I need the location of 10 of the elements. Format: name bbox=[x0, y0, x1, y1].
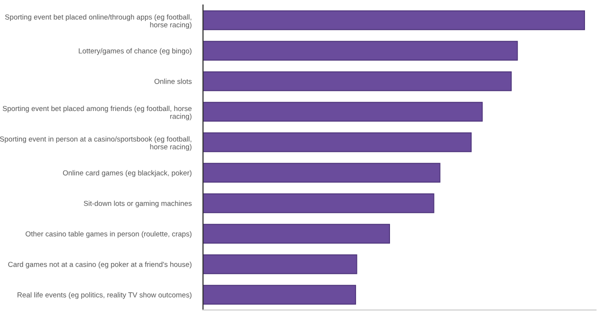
bar bbox=[203, 10, 585, 30]
bar bbox=[203, 193, 434, 214]
bar bbox=[203, 40, 518, 61]
bar bbox=[203, 132, 472, 152]
bar bbox=[203, 102, 483, 122]
bar bbox=[203, 284, 356, 305]
bar bbox=[203, 162, 440, 183]
bar bbox=[203, 254, 358, 274]
bar bbox=[203, 224, 390, 244]
bar bbox=[203, 71, 512, 92]
